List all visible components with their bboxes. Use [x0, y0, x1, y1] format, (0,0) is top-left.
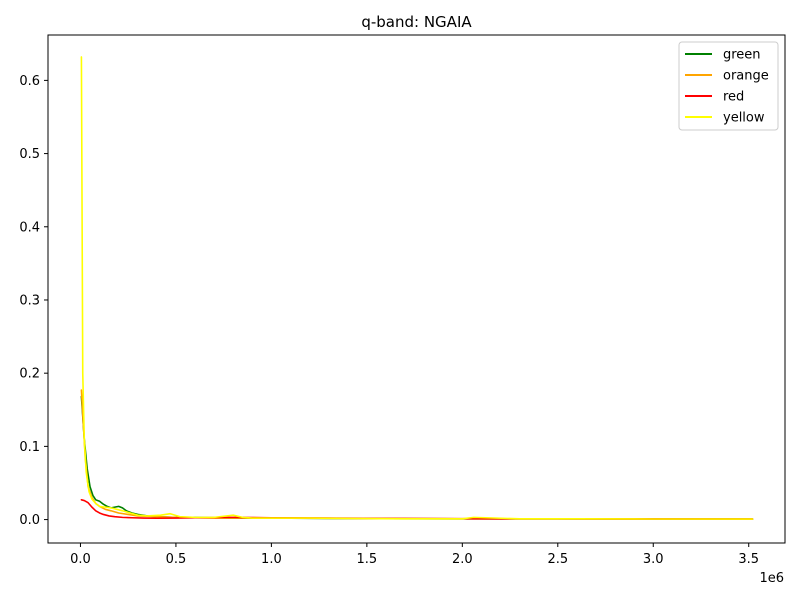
- legend-label-yellow: yellow: [723, 111, 765, 126]
- legend-box: [678, 41, 779, 131]
- legend-label-green: green: [723, 48, 761, 63]
- series-line-yellow: [80, 56, 754, 520]
- y-tick-label: 0.3: [19, 293, 40, 308]
- x-offset-label: 1e6: [759, 571, 784, 586]
- series-line-green: [80, 395, 754, 520]
- x-tick-label: 0.5: [166, 552, 187, 567]
- x-tick-label: 3.5: [738, 552, 759, 567]
- x-tick-label: 0.0: [70, 552, 91, 567]
- legend-label-red: red: [723, 90, 744, 105]
- y-tick-label: 0.4: [19, 220, 40, 235]
- series-layer: [80, 56, 754, 520]
- x-tick-label: 2.0: [452, 552, 473, 567]
- legend-label-orange: orange: [723, 69, 769, 84]
- series-line-orange: [80, 389, 754, 520]
- x-tick-label: 1.5: [357, 552, 378, 567]
- y-tick-label: 0.0: [19, 513, 40, 528]
- y-tick-label: 0.6: [19, 74, 40, 89]
- x-tick-label: 3.0: [643, 552, 664, 567]
- y-tick-label: 0.5: [19, 147, 40, 162]
- y-tick-label: 0.2: [19, 367, 40, 382]
- x-tick-label: 2.5: [547, 552, 568, 567]
- chart-title: q-band: NGAIA: [361, 13, 472, 31]
- legend: green orange red yellow: [678, 41, 779, 131]
- y-tick-label: 0.1: [19, 440, 40, 455]
- x-tick-label: 1.0: [261, 552, 282, 567]
- axes-frame: [47, 34, 786, 544]
- axes-layer: 0.0 0.5 1.0 1.5 2.0 2.5 3.0 3.5 0.0 0.1 0.2 0.3 0.4 0…: [19, 34, 786, 567]
